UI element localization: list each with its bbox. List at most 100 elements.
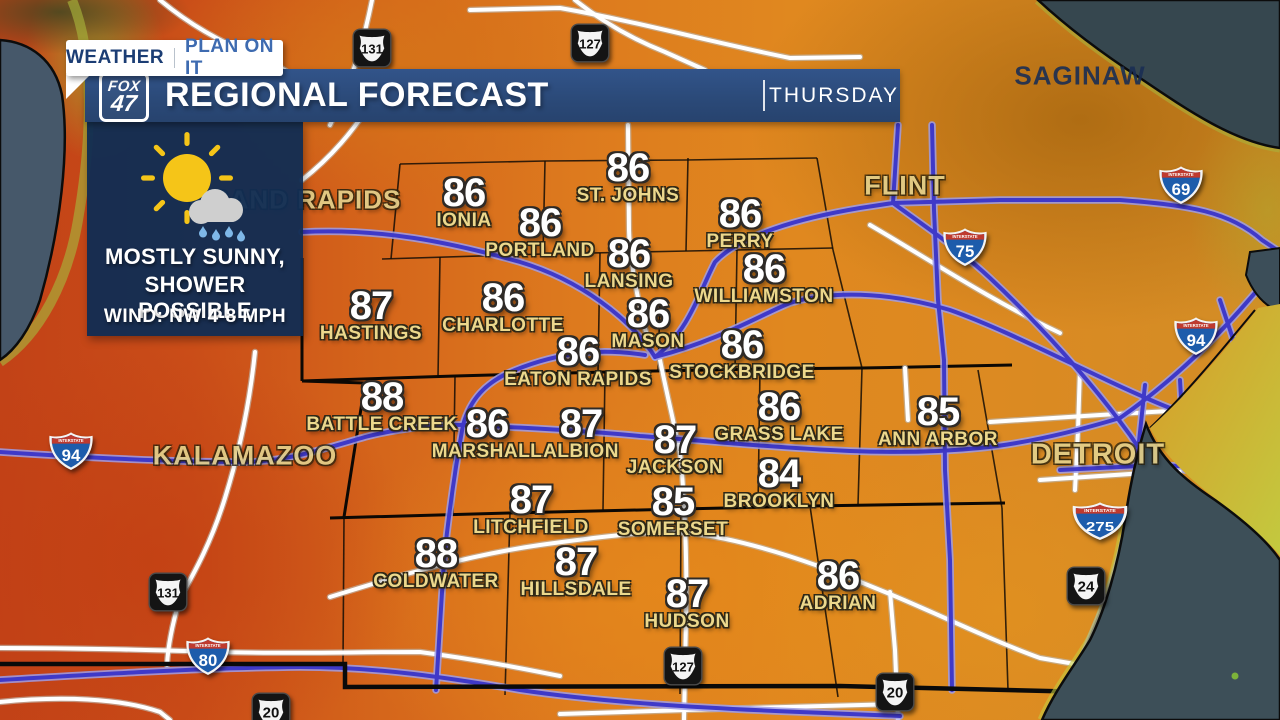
canada-shore	[1150, 304, 1280, 556]
us-route-24-shield-icon: 24	[1066, 566, 1106, 611]
wind-text: WIND: NW 4-8 MPH	[103, 306, 287, 327]
weather-badge: WEATHER PLAN ON IT	[66, 36, 283, 79]
forecast-label: 86 ADRIAN	[800, 555, 877, 615]
fox-logo-number: 47	[109, 89, 139, 116]
us-route-127-shield-icon: 127	[663, 646, 703, 691]
svg-text:131: 131	[157, 586, 179, 601]
forecast-label: 86 STOCKBRIDGE	[669, 324, 815, 384]
forecast-label: 86 WILLIAMSTON	[694, 248, 833, 308]
us-route-127-shield-icon: 127	[570, 23, 610, 68]
svg-text:INTERSTATE: INTERSTATE	[1183, 323, 1208, 328]
condition-line-1: MOSTLY SUNNY,	[105, 244, 285, 269]
fox47-logo: FOX 47	[99, 71, 149, 122]
svg-text:INTERSTATE: INTERSTATE	[58, 438, 83, 443]
forecast-label: 88 BATTLE CREEK	[306, 376, 457, 436]
svg-text:94: 94	[62, 446, 81, 465]
badge-weather-label: WEATHER	[66, 47, 165, 68]
forecast-label: 87 LITCHFIELD	[473, 479, 589, 539]
map-city-label: SAGINAW	[1014, 60, 1146, 91]
forecast-city-name: ANN ARBOR	[878, 429, 998, 450]
temperature-value: 86	[606, 146, 650, 190]
svg-text:127: 127	[579, 37, 601, 52]
forecast-label: 87 HASTINGS	[320, 285, 422, 345]
svg-text:INTERSTATE: INTERSTATE	[195, 643, 220, 648]
forecast-label: 86 MASON	[611, 293, 684, 353]
sun-cloud-rain-icon	[141, 132, 245, 242]
conditions-panel: MOSTLY SUNNY, SHOWER POSSIBLE WIND: NW 4…	[87, 122, 303, 336]
forecast-city-name: MARSHALL	[431, 441, 543, 462]
temperature-value: 86	[518, 201, 562, 245]
forecast-city-name: HASTINGS	[319, 323, 423, 344]
lake-huron-saginaw-bay	[1036, 0, 1280, 150]
map-city-label: DETROIT	[1030, 438, 1166, 471]
forecast-city-name: ST. JOHNS	[576, 185, 680, 206]
forecast-label: 87 HUDSON	[644, 573, 729, 633]
forecast-label: 86 IONIA	[436, 172, 491, 232]
svg-text:INTERSTATE: INTERSTATE	[1084, 509, 1116, 513]
forecast-city-name: LITCHFIELD	[473, 517, 589, 538]
forecast-city-name: JACKSON	[626, 457, 724, 478]
forecast-label: 86 PORTLAND	[485, 202, 595, 262]
forecast-label: 86 CHARLOTTE	[442, 277, 564, 337]
temperature-value: 85	[916, 390, 960, 434]
header-divider	[763, 80, 765, 111]
forecast-city-name: ADRIAN	[799, 593, 877, 614]
badge-divider	[174, 48, 176, 68]
temperature-value: 86	[742, 247, 787, 291]
svg-text:INTERSTATE: INTERSTATE	[952, 234, 977, 239]
us-route-20-shield-icon: 20	[251, 692, 291, 720]
forecast-label: 86 LANSING	[585, 233, 674, 293]
forecast-city-name: PORTLAND	[485, 240, 595, 261]
us-route-20-shield-icon: 20	[875, 672, 915, 717]
forecast-city-name: HILLSDALE	[520, 579, 632, 600]
svg-text:20: 20	[263, 705, 280, 720]
interstate-69-shield-icon: INTERSTATE 69	[1158, 165, 1204, 210]
svg-text:131: 131	[361, 42, 383, 57]
temperature-value: 86	[816, 554, 860, 598]
temperature-value: 86	[720, 323, 764, 367]
temperature-value: 86	[607, 232, 652, 276]
temperature-value: 84	[757, 452, 801, 496]
svg-text:24: 24	[1078, 579, 1095, 596]
forecast-label: 88 COLDWATER	[373, 533, 499, 593]
temperature-value: 87	[509, 478, 553, 522]
svg-text:69: 69	[1172, 180, 1191, 199]
badge-tail	[66, 74, 91, 99]
temperature-value: 86	[718, 192, 763, 236]
temperature-value: 87	[665, 572, 710, 616]
forecast-label: 87 JACKSON	[627, 419, 723, 479]
forecast-city-name: HUDSON	[644, 611, 730, 632]
temperature-value: 87	[559, 402, 603, 446]
interstate-94-shield-icon: INTERSTATE 94	[1173, 316, 1219, 361]
map-city-label: FLINT	[864, 170, 946, 201]
forecast-label: 86 PERRY	[706, 193, 773, 253]
svg-text:80: 80	[199, 651, 218, 670]
state-border	[0, 661, 1131, 696]
temperature-value: 86	[481, 276, 525, 320]
lake-michigan	[0, 38, 66, 362]
page-title: REGIONAL FORECAST	[165, 76, 549, 114]
forecast-city-name: SOMERSET	[617, 519, 729, 540]
temperature-value: 86	[442, 171, 487, 215]
forecast-city-name: LANSING	[584, 271, 674, 292]
forecast-label: 87 ALBION	[543, 403, 619, 463]
svg-text:94: 94	[1187, 331, 1206, 350]
forecast-city-name: WILLIAMSTON	[694, 286, 834, 307]
svg-text:INTERSTATE: INTERSTATE	[1168, 172, 1193, 177]
forecast-city-name: IONIA	[436, 210, 492, 231]
forecast-city-name: PERRY	[706, 231, 774, 252]
forecast-city-name: BROOKLYN	[723, 491, 835, 512]
temperature-value: 86	[626, 292, 671, 336]
forecast-day-label: THURSDAY	[769, 83, 899, 107]
svg-text:75: 75	[956, 242, 975, 261]
forecast-label: 86 EATON RAPIDS	[504, 331, 652, 391]
forecast-city-name: BATTLE CREEK	[306, 414, 458, 435]
forecast-label: 86 GRASS LAKE	[714, 386, 844, 446]
us-route-131-shield-icon: 131	[148, 572, 188, 617]
forecast-label: 87 HILLSDALE	[520, 541, 631, 601]
badge-plan-label: PLAN ON IT	[185, 36, 275, 79]
condition-line-2: SHOWER POSSIBLE	[138, 272, 252, 323]
forecast-city-name: GRASS LAKE	[714, 424, 844, 445]
